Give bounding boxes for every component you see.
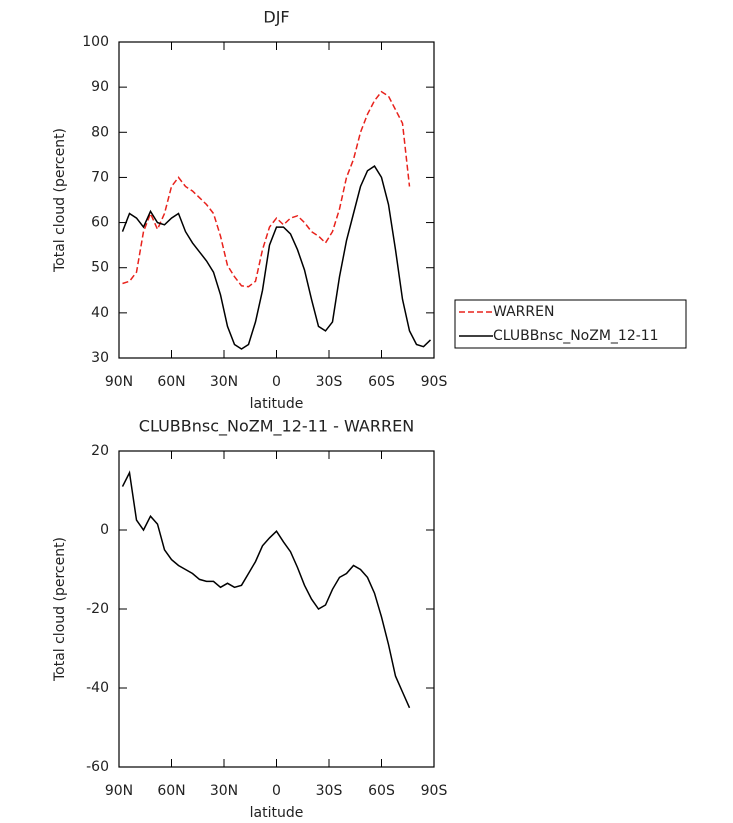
- legend-label: WARREN: [493, 304, 554, 320]
- y-tick-label: -40: [86, 680, 109, 696]
- x-tick-label: 30N: [210, 374, 238, 390]
- y-tick-label: 40: [91, 305, 109, 321]
- y-tick-label: 60: [91, 215, 109, 231]
- x-tick-label: 90N: [105, 783, 133, 799]
- y-tick-label: 80: [91, 124, 109, 140]
- y-tick-label: -20: [86, 601, 109, 617]
- x-tick-label: 60S: [368, 783, 395, 799]
- y-tick-label: 70: [91, 169, 109, 185]
- plot-frame: [118, 450, 435, 768]
- x-axis-label: latitude: [250, 396, 304, 412]
- x-tick-label: 90N: [105, 374, 133, 390]
- x-tick-label: 30S: [316, 374, 343, 390]
- y-tick-label: 20: [91, 443, 109, 459]
- x-tick-label: 30S: [316, 783, 343, 799]
- x-axis-label: latitude: [250, 805, 304, 821]
- x-tick-label: 30N: [210, 783, 238, 799]
- data-line: [122, 90, 411, 288]
- plot-frame: [118, 41, 435, 359]
- chart-title: CLUBBnsc_NoZM_12-11 - WARREN: [139, 417, 414, 437]
- y-tick-label: 90: [91, 79, 109, 95]
- x-tick-label: 60N: [157, 374, 185, 390]
- y-tick-label: 0: [100, 522, 109, 538]
- data-line: [121, 470, 411, 709]
- x-tick-label: 0: [272, 374, 281, 390]
- chart-title: DJF: [263, 8, 289, 27]
- legend-box: [454, 299, 687, 349]
- x-tick-label: 90S: [421, 783, 448, 799]
- x-tick-label: 60N: [157, 783, 185, 799]
- y-tick-label: 30: [91, 350, 109, 366]
- x-tick-label: 60S: [368, 374, 395, 390]
- y-tick-label: -60: [86, 759, 109, 775]
- y-axis-label: Total cloud (percent): [52, 128, 68, 273]
- y-tick-label: 100: [82, 34, 109, 50]
- y-tick-label: 50: [91, 260, 109, 276]
- data-line: [121, 165, 432, 350]
- x-tick-label: 0: [272, 783, 281, 799]
- y-axis-label: Total cloud (percent): [52, 537, 68, 682]
- x-tick-label: 90S: [421, 374, 448, 390]
- legend-label: CLUBBnsc_NoZM_12-11: [493, 328, 659, 344]
